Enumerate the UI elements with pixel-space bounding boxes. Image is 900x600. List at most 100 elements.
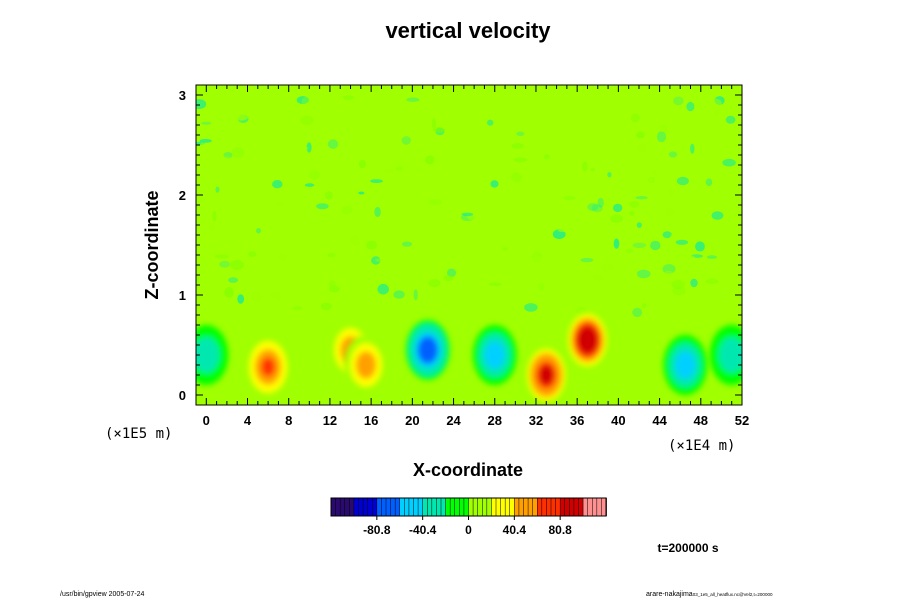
texture-blob (496, 149, 505, 158)
texture-blob (464, 100, 473, 111)
texture-blob (580, 257, 594, 263)
contour-level (359, 355, 373, 375)
texture-blob (213, 123, 219, 127)
texture-blob (544, 184, 550, 194)
y-axis-label: Z-coordinate (142, 190, 162, 299)
x-tick-label: 8 (285, 413, 292, 428)
texture-blob (563, 195, 576, 200)
texture-blob (677, 253, 687, 258)
x-tick-label: 24 (446, 413, 461, 428)
texture-blob (487, 119, 494, 126)
texture-blob (381, 181, 388, 187)
contour-level (539, 365, 554, 385)
texture-blob (569, 184, 584, 191)
texture-blob (428, 199, 443, 206)
texture-blob (725, 135, 739, 144)
x-tick-label: 0 (203, 413, 210, 428)
texture-blob (668, 188, 675, 197)
x-tick-label: 36 (570, 413, 584, 428)
texture-blob (636, 222, 642, 228)
texture-blob (401, 241, 413, 247)
texture-blob (574, 282, 584, 289)
texture-blob (417, 307, 423, 317)
texture-blob (384, 168, 395, 173)
texture-blob (393, 290, 405, 299)
texture-blob (275, 258, 289, 268)
texture-blob (401, 137, 410, 147)
texture-blob (641, 303, 647, 309)
texture-blob (449, 206, 460, 215)
texture-blob (350, 235, 360, 246)
texture-blob (352, 108, 358, 117)
texture-blob (607, 172, 612, 178)
texture-blob (236, 179, 241, 190)
texture-blob (629, 201, 640, 208)
texture-blob (381, 161, 391, 168)
texture-blob (650, 240, 661, 251)
texture-blob (413, 289, 418, 301)
texture-blob (586, 210, 596, 220)
downdraft-cell (472, 325, 517, 385)
field-features (196, 310, 742, 405)
texture-blob (704, 243, 713, 251)
texture-blob (657, 208, 665, 219)
texture-blob (536, 124, 547, 129)
texture-blob (316, 203, 329, 210)
updraft-cell (246, 337, 291, 397)
texture-blob (632, 242, 647, 248)
footer-right-small: 03_1e5_all_heatflux.nc@Vel2,t=200000 (693, 592, 773, 597)
texture-blob (636, 269, 651, 279)
texture-blob (208, 221, 216, 232)
texture-blob (673, 253, 682, 258)
texture-blob (592, 275, 605, 281)
texture-blob (597, 197, 604, 208)
texture-blob (601, 263, 614, 272)
texture-blob (516, 131, 525, 137)
texture-blob (613, 238, 620, 249)
texture-blob (654, 180, 669, 190)
x-axis: 0 4 8 12 16 20 24 28 32 36 40 44 48 52 (203, 85, 749, 428)
texture-blob (386, 269, 394, 278)
texture-blob (705, 178, 713, 187)
texture-blob (224, 287, 234, 298)
texture-blob (386, 248, 391, 259)
texture-blob (250, 292, 262, 303)
texture-blob (567, 294, 581, 302)
texture-blob (300, 146, 309, 150)
updraft-cell (565, 310, 610, 370)
texture-blob (410, 193, 423, 199)
x-tick-label: 28 (488, 413, 502, 428)
texture-blob (306, 142, 312, 153)
texture-blob (709, 98, 722, 109)
x-tick-label: 4 (244, 413, 252, 428)
texture-blob (395, 161, 400, 168)
texture-blob (313, 94, 322, 103)
y-tick-label: 1 (179, 288, 186, 303)
footer-right: arare-nakajima03_1e5_all_heatflux.nc@Vel… (646, 591, 773, 598)
texture-blob (470, 229, 485, 238)
texture-blob (524, 303, 538, 312)
texture-blob (300, 115, 314, 126)
contour-level (678, 355, 693, 375)
updraft-cell (344, 335, 388, 395)
texture-blob (537, 295, 551, 301)
colorbar-tick-label: 80.8 (548, 523, 572, 537)
texture-blob (374, 206, 381, 218)
texture-blob (725, 115, 736, 124)
texture-blob (669, 119, 678, 129)
texture-blob (409, 181, 416, 192)
texture-blob (636, 131, 645, 139)
texture-blob (488, 282, 502, 286)
texture-blob (557, 139, 563, 149)
texture-blob (727, 166, 737, 171)
texture-blob (662, 264, 676, 274)
texture-blob (283, 108, 295, 116)
texture-blob (308, 170, 320, 180)
texture-blob (735, 210, 742, 218)
texture-blob (735, 110, 742, 114)
texture-blob (553, 112, 560, 123)
texture-blob (330, 226, 340, 234)
texture-blob (636, 143, 648, 153)
texture-blob (628, 262, 634, 267)
texture-blob (284, 138, 291, 145)
